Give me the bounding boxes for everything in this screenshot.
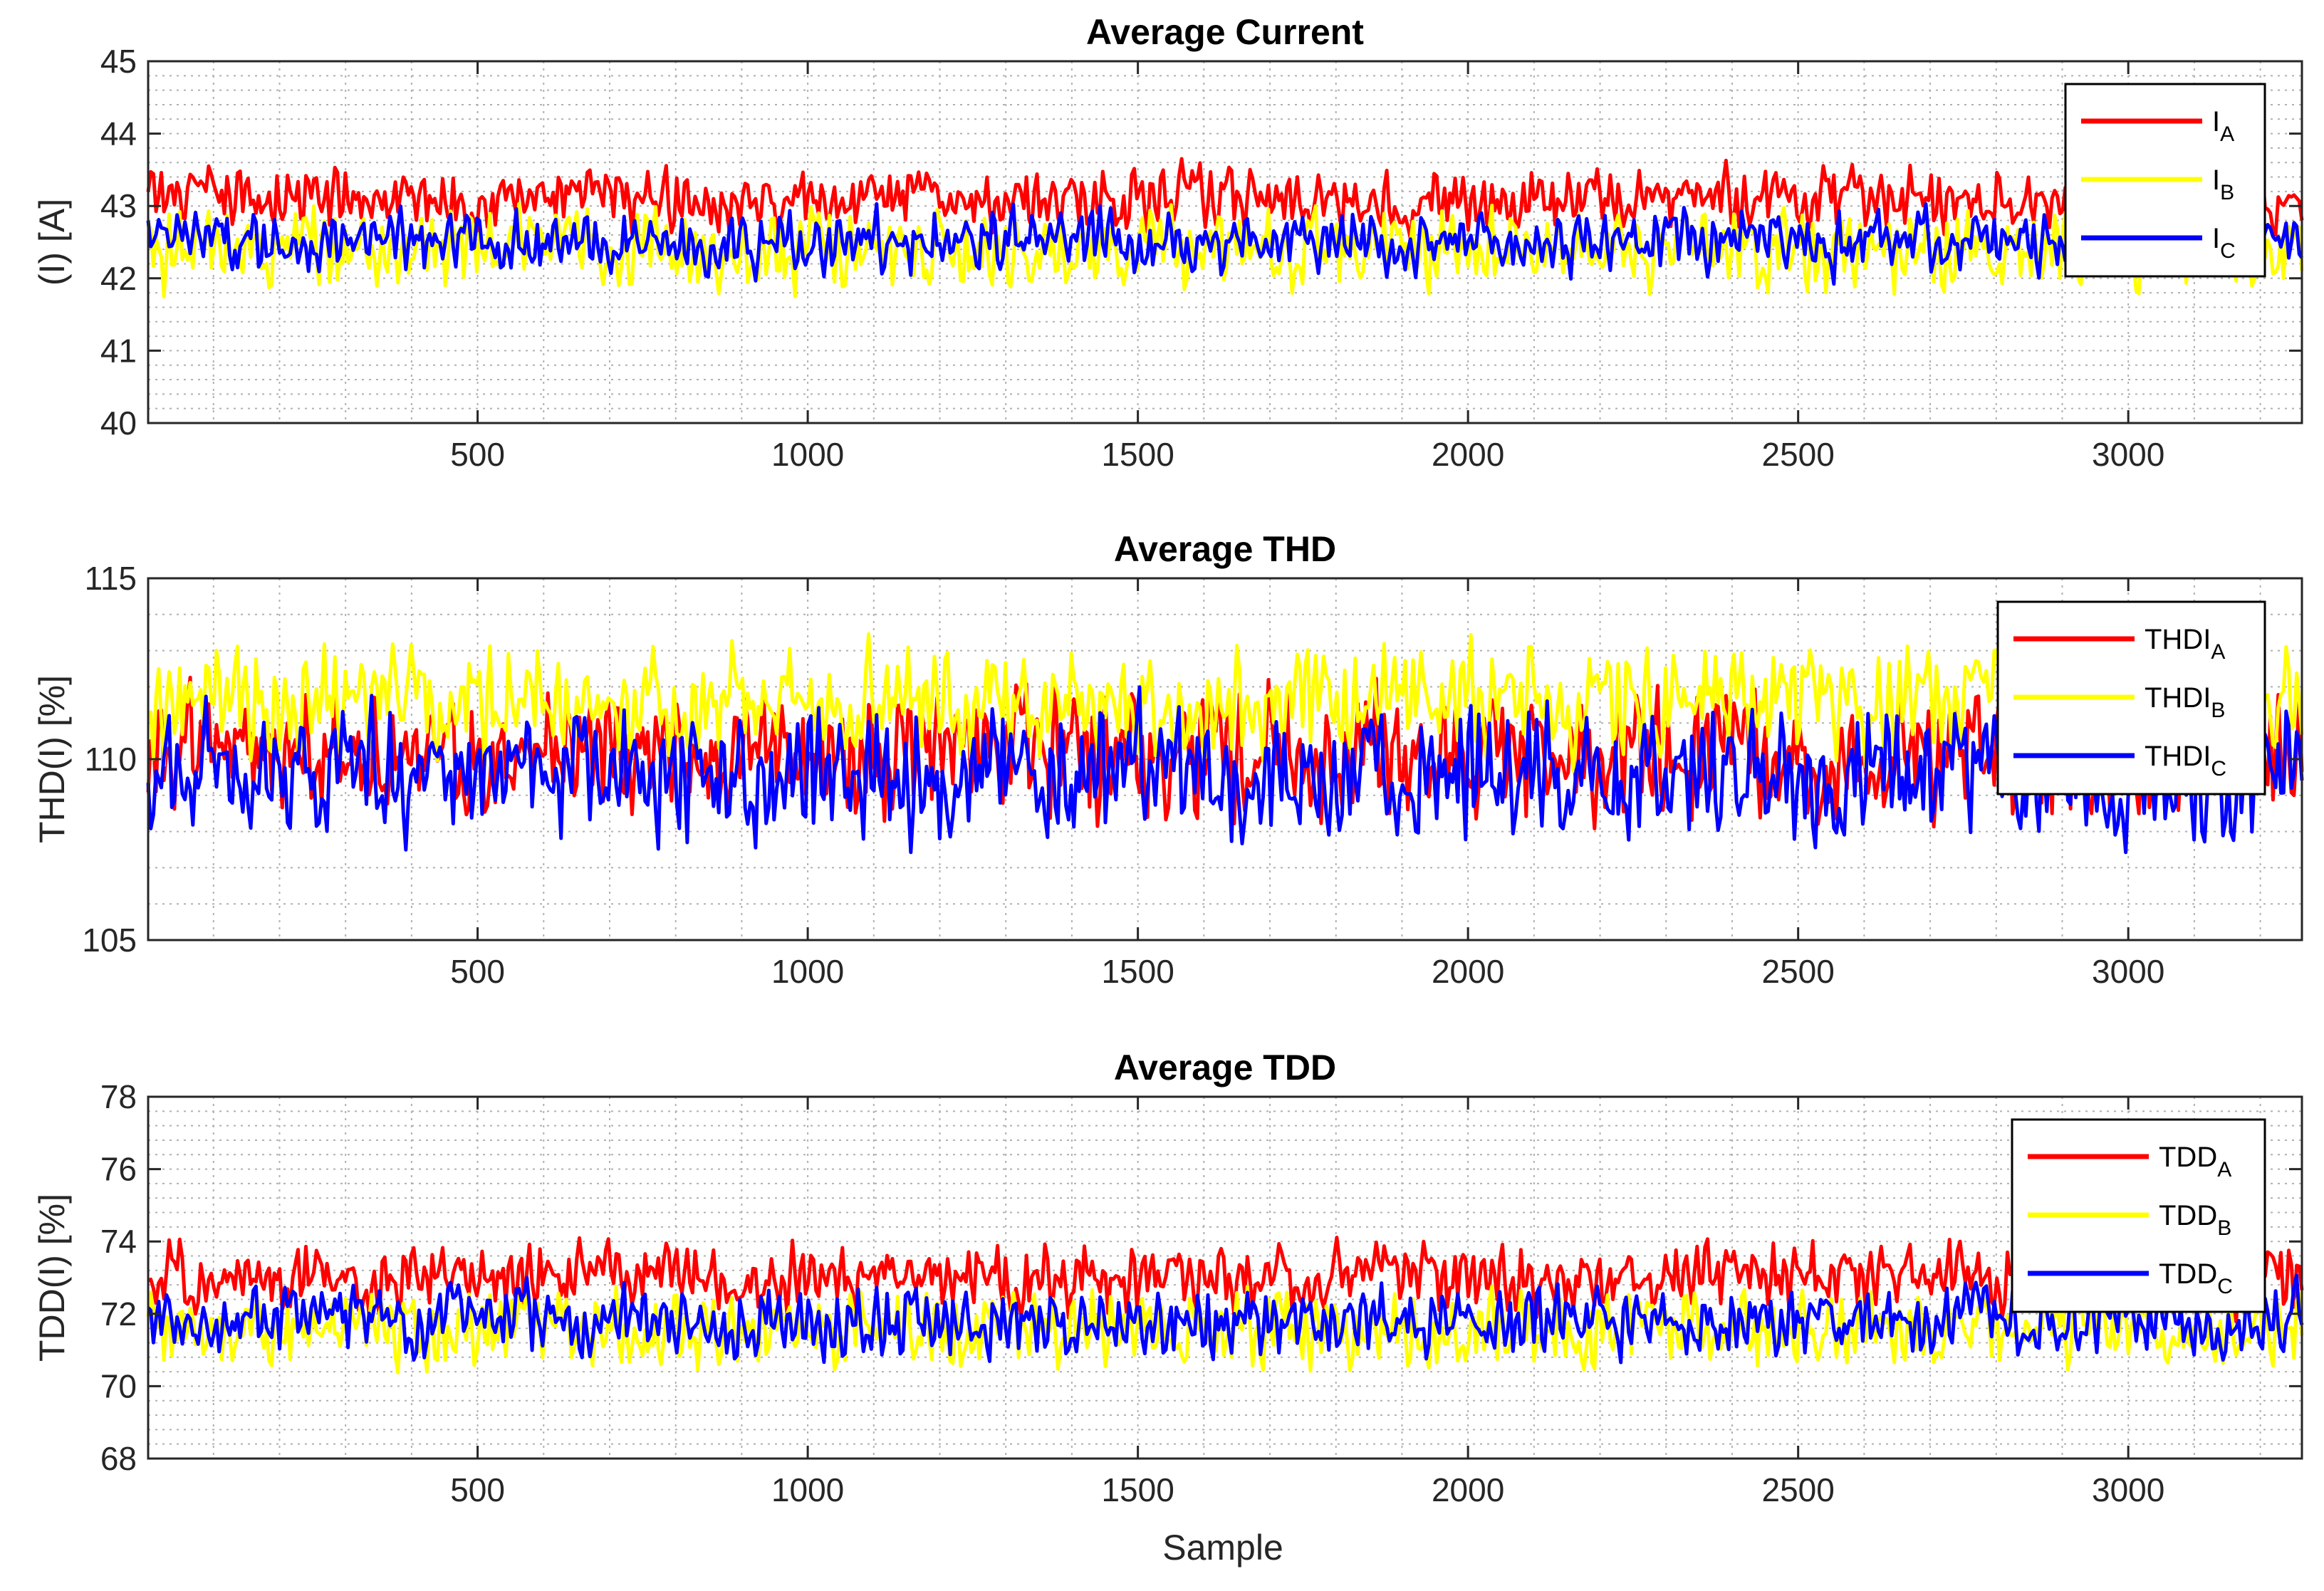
legend-label-c: IC — [2212, 223, 2236, 263]
y-tick-label: 70 — [100, 1367, 137, 1404]
series-line-thdi-b — [147, 632, 2304, 773]
series-line-i-a — [146, 157, 2304, 241]
axes-frame — [147, 60, 2303, 424]
x-tick-label: 2500 — [1761, 953, 1834, 990]
legend-label-a: THDIA — [2145, 624, 2225, 664]
series-line-tdd-a — [147, 1236, 2304, 1324]
x-tick-label: 1000 — [771, 953, 844, 990]
x-tick-label: 1000 — [771, 1471, 844, 1508]
y-tick-label: 76 — [100, 1151, 137, 1188]
series-line-tdd-b — [146, 1284, 2304, 1374]
y-axis-label: THD(I) [%] — [32, 675, 72, 843]
x-tick-label: 500 — [450, 1471, 505, 1508]
y-tick-label: 68 — [100, 1440, 137, 1477]
y-tick-label: 105 — [82, 922, 137, 959]
y-tick-label: 74 — [100, 1223, 137, 1260]
x-tick-label: 3000 — [2092, 1471, 2164, 1508]
x-tick-label: 1000 — [771, 436, 844, 473]
legend: TDDA TDDB TDDC — [2011, 1118, 2266, 1313]
chart-title: Average Current — [1086, 12, 1364, 52]
legend-label-c: THDIC — [2145, 741, 2226, 781]
x-tick-label: 2000 — [1432, 436, 1504, 473]
y-tick-label: 43 — [100, 187, 137, 224]
chart-title: Average TDD — [1114, 1048, 1336, 1087]
panel-3: 500 1000 1500 2000 2500 3000 68 70 72 74 76 78 Avera… — [32, 1048, 2304, 1508]
panel-1: 500 1000 1500 2000 2500 3000 40 41 42 43 44 45 Avera… — [32, 12, 2304, 473]
legend-label-a: IA — [2212, 106, 2234, 146]
legend-label-a: TDDA — [2159, 1142, 2231, 1181]
legend-label-c: TDDC — [2159, 1258, 2233, 1298]
legend: THDIA THDIB THDIC — [1996, 600, 2266, 796]
y-tick-label: 42 — [100, 260, 137, 297]
panel-2: 500 1000 1500 2000 2500 3000 105 110 115 Average … — [32, 529, 2304, 990]
legend-label-b: TDDB — [2159, 1200, 2231, 1240]
x-tick-label: 3000 — [2092, 953, 2164, 990]
x-tick-label: 2500 — [1761, 436, 1834, 473]
y-axis-label: TDD(I) [%] — [32, 1194, 72, 1362]
x-tick-label: 3000 — [2092, 436, 2164, 473]
y-tick-label: 115 — [85, 560, 137, 597]
y-tick-label: 41 — [100, 332, 137, 369]
chart-title: Average THD — [1114, 529, 1336, 569]
y-tick-label: 78 — [100, 1078, 137, 1115]
y-tick-label: 40 — [100, 405, 137, 442]
axes-frame — [147, 1095, 2303, 1460]
series-line-thdi-c — [146, 685, 2304, 855]
y-tick-label: 44 — [100, 115, 137, 152]
legend: IA IB IC — [2064, 83, 2266, 278]
x-tick-label: 1500 — [1101, 436, 1174, 473]
x-tick-label: 1500 — [1101, 1471, 1174, 1508]
legend-label-b: THDIB — [2145, 682, 2225, 722]
x-tick-label: 2000 — [1432, 953, 1504, 990]
series-line-i-c — [146, 202, 2304, 286]
x-tick-label: 1500 — [1101, 953, 1174, 990]
y-tick-label: 110 — [85, 741, 137, 778]
x-axis-label: Sample — [1162, 1528, 1283, 1567]
x-tick-label: 2000 — [1432, 1471, 1504, 1508]
y-tick-label: 72 — [100, 1295, 137, 1332]
series-line-tdd-c — [147, 1273, 2304, 1365]
x-tick-label: 500 — [450, 436, 505, 473]
x-tick-label: 500 — [450, 953, 505, 990]
legend-label-b: IB — [2212, 165, 2234, 204]
y-axis-label: (I) [A] — [32, 199, 72, 286]
x-tick-label: 2500 — [1761, 1471, 1834, 1508]
y-tick-label: 45 — [100, 43, 137, 80]
